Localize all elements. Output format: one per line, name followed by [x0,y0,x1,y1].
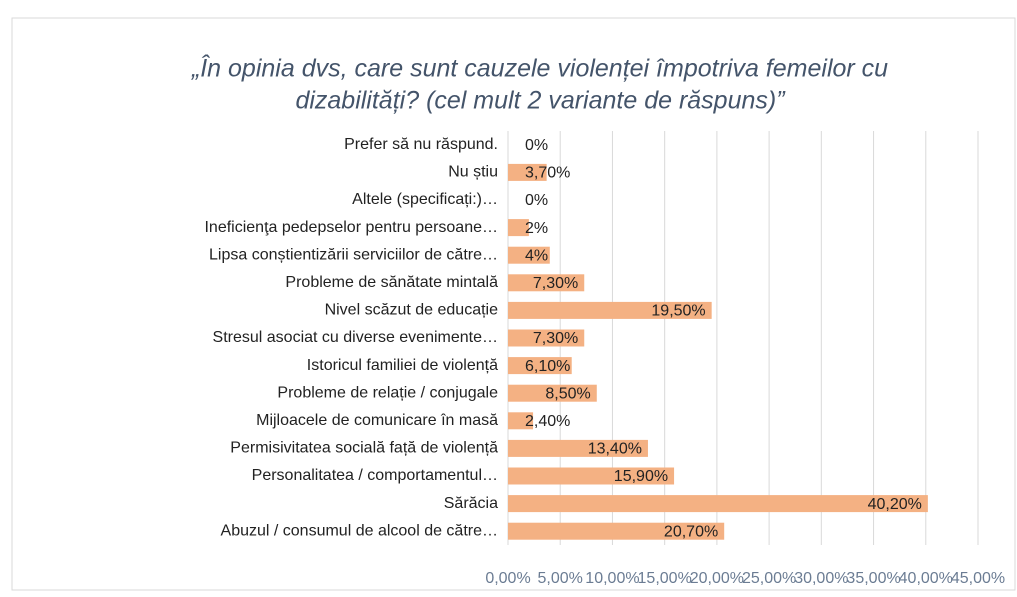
value-label: 3,70% [525,165,570,182]
y-tick-label: Nu știu [448,164,498,181]
value-label: 4% [525,247,548,264]
value-label: 2,40% [525,413,570,430]
y-tick-label: Stresul asociat cu diverse evenimente… [213,329,498,346]
bar [508,384,597,402]
x-tick-label: 35,00% [846,570,900,587]
y-tick-label: Nivel scăzut de educație [325,302,499,319]
y-tick-label: Ineficienţa pedepselor pentru persoane… [204,219,498,236]
value-label: 7,30% [533,275,578,292]
value-label: 0% [525,192,548,209]
x-tick-label: 45,00% [951,570,1005,587]
bar [508,357,572,375]
x-tick-label: 20,00% [690,570,744,587]
y-tick-label: Mijloacele de comunicare în masă [256,412,498,429]
x-tick-label: 0,00% [485,570,530,587]
bar [508,219,529,237]
bar [508,301,712,319]
value-label: 19,50% [651,303,705,320]
y-tick-label: Personalitatea / comportamentul… [252,467,498,484]
bar [508,274,585,292]
x-tick-label: 30,00% [794,570,848,587]
bar [508,163,547,181]
x-tick-label: 10,00% [585,570,639,587]
value-label: 13,40% [588,441,642,458]
value-label: 2% [525,220,548,237]
bar [508,439,648,457]
y-tick-label: Istoricul familiei de violență [307,357,498,374]
x-tick-label: 5,00% [538,570,583,587]
y-tick-label: Permisivitatea socială față de violență [230,440,498,457]
bar [508,467,675,485]
value-label: 40,20% [868,496,922,513]
y-tick-label: Probleme de sănătate mintală [285,274,498,291]
bar [508,522,725,540]
value-label: 8,50% [545,385,590,402]
value-label: 7,30% [533,330,578,347]
y-tick-label: Abuzul / consumul de alcool de către… [221,522,498,539]
bar [508,412,534,430]
x-tick-label: 40,00% [899,570,953,587]
y-tick-label: Probleme de relație / conjugale [277,384,498,401]
chart-title: „În opinia dvs, care sunt cauzele violen… [191,54,888,83]
x-tick-label: 15,00% [638,570,692,587]
value-label: 6,10% [525,358,570,375]
bar [508,329,585,347]
y-tick-label: Lipsa conștientizării serviciilor de căt… [209,246,498,263]
value-label: 15,90% [614,468,668,485]
bar [508,246,550,264]
bar [508,495,928,513]
value-label: 20,70% [664,523,718,540]
chart-title: dizabilități? (cel mult 2 variante de ră… [295,87,786,115]
y-tick-label: Sărăcia [444,495,498,512]
y-tick-label: Prefer să nu răspund. [344,136,498,153]
value-label: 0% [525,137,548,154]
x-tick-label: 25,00% [742,570,796,587]
y-tick-label: Altele (specificați:)… [352,191,498,208]
